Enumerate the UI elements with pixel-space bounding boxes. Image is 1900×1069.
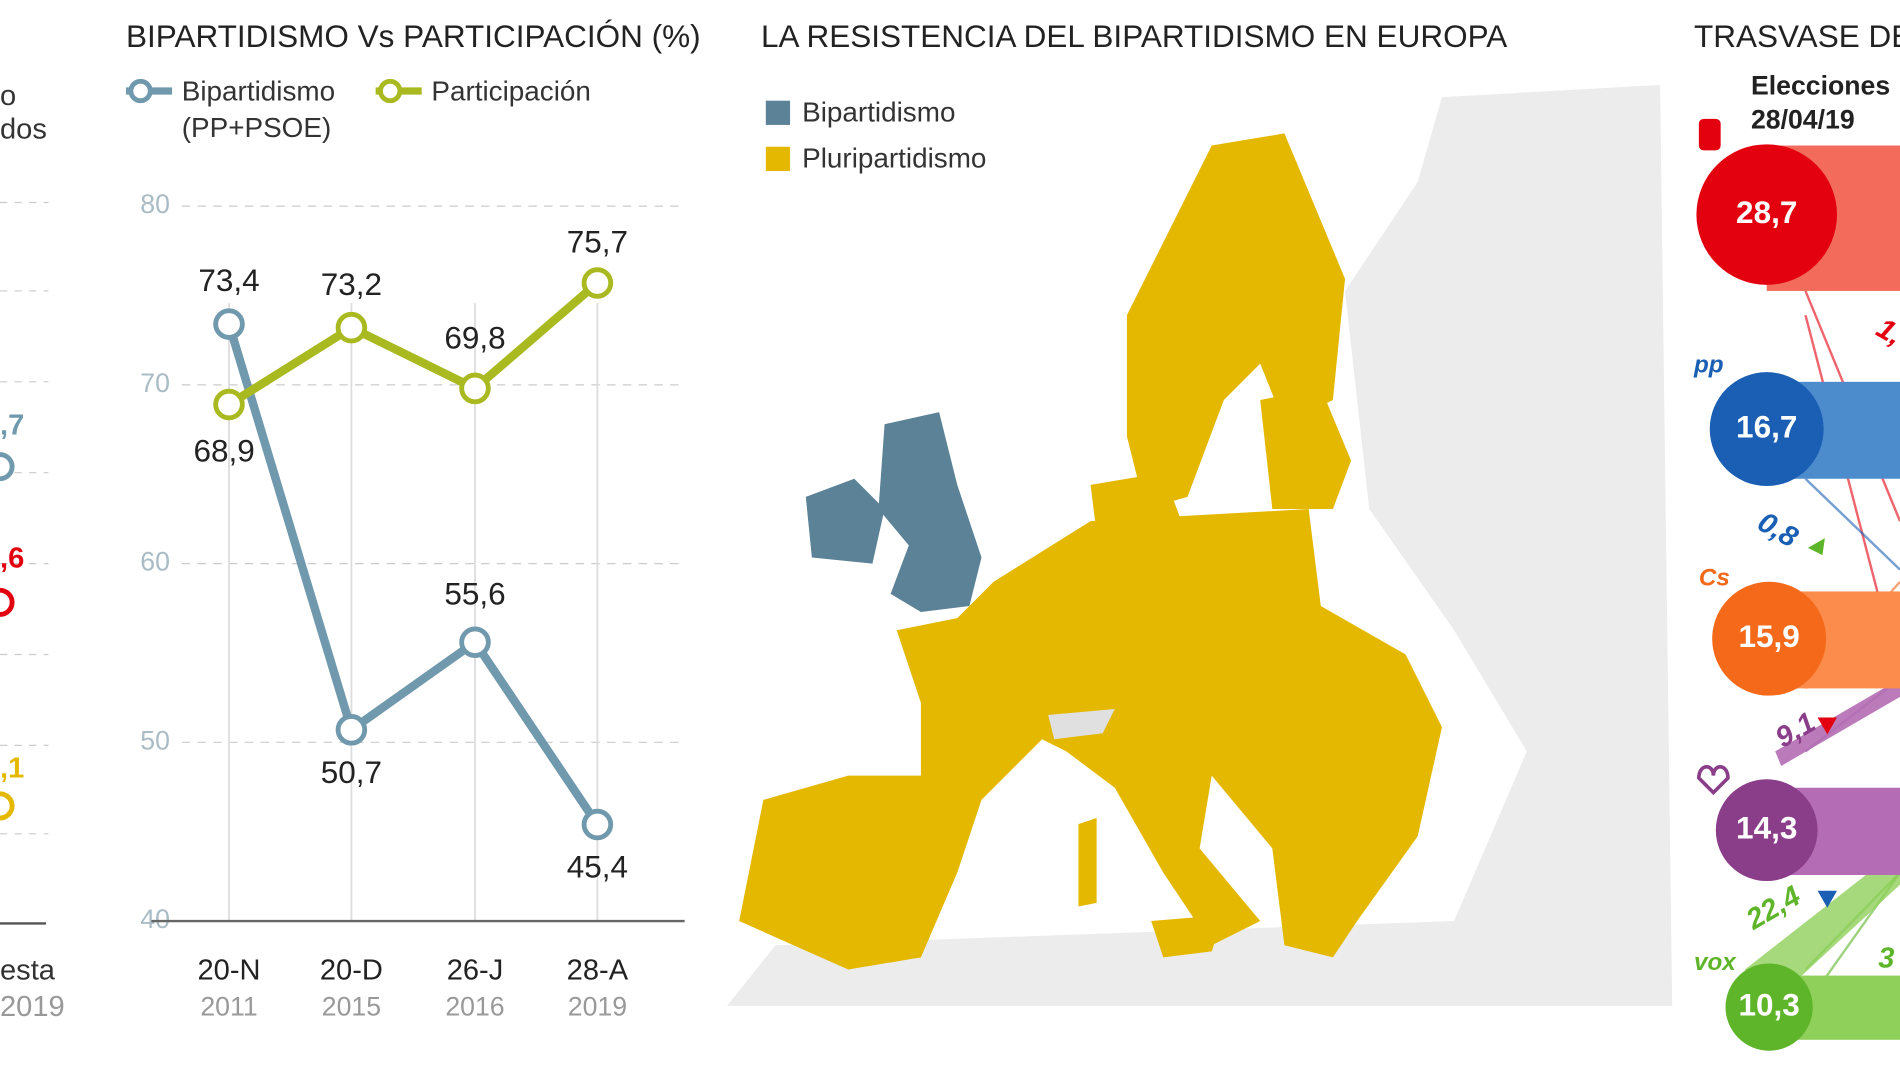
x-tick-year: 2011	[200, 991, 257, 1021]
party-value: 10,3	[1738, 986, 1799, 1022]
fragment-label: dos	[0, 114, 47, 146]
point	[581, 267, 614, 299]
point	[335, 714, 368, 746]
legend-swatch	[765, 100, 791, 125]
value-label: 45,4	[567, 849, 628, 885]
fragment-label: ,7	[0, 409, 24, 441]
header-label: 28/04/19	[1751, 104, 1855, 134]
flow-label: 22,4	[1740, 880, 1806, 937]
fragment-label: esta	[0, 955, 56, 987]
flow-label: 9,1	[1770, 706, 1821, 754]
party-circle	[1712, 581, 1827, 696]
legend-swatch	[765, 146, 791, 171]
flow-label: 1,	[1871, 312, 1900, 352]
y-tick-label: 60	[140, 547, 170, 577]
y-tick-label: 50	[140, 725, 170, 755]
legend-label: Participación	[431, 75, 591, 107]
x-tick-label: 26-J	[447, 955, 504, 987]
map-title: LA RESISTENCIA DEL BIPARTIDISMO EN EUROP…	[761, 18, 1507, 54]
value-label: 73,2	[321, 266, 382, 302]
party-logo-text: pp	[1693, 351, 1724, 378]
party-value: 15,9	[1738, 618, 1799, 654]
x-tick-year: 2015	[322, 991, 381, 1021]
flow-arrow	[1817, 717, 1837, 735]
flow-arrow	[1807, 538, 1825, 556]
point	[459, 372, 491, 405]
panel-title: TRASVASE DE V	[1694, 18, 1900, 54]
party-circle	[1715, 779, 1818, 882]
fragment-label: o	[0, 80, 16, 112]
map-shapes	[727, 84, 1673, 1006]
marker-fragment	[0, 587, 15, 617]
point	[581, 808, 614, 841]
point	[459, 626, 491, 658]
flow-arrow	[1817, 890, 1837, 908]
legend-box: Participación	[431, 75, 591, 107]
flow-line	[1804, 477, 1900, 571]
party-circle	[1725, 963, 1813, 1051]
series-line	[224, 322, 601, 827]
series-line	[226, 279, 601, 409]
value-label: 69,8	[444, 319, 505, 355]
point	[335, 311, 368, 344]
chart-title: BIPARTIDISMO Vs PARTICIPACIÓN (%)	[126, 18, 701, 54]
x-tick-label: 28-A	[567, 955, 629, 987]
point	[213, 308, 245, 340]
y-tick-label: 80	[140, 189, 170, 219]
flow-band	[1775, 678, 1900, 766]
point	[213, 388, 245, 421]
marker-fragment	[0, 452, 15, 482]
party-value: 16,7	[1736, 408, 1797, 444]
legend-marker	[378, 78, 403, 104]
y-tick-label: 40	[140, 904, 170, 934]
party-value: 28,7	[1736, 194, 1797, 230]
legend-box: Bipartidismo (PP+PSOE)	[181, 75, 336, 144]
fragment-label: ,1	[0, 752, 24, 784]
party-logo	[1697, 765, 1730, 796]
party-logo	[1698, 118, 1721, 151]
legend-label: Bipartidismo	[802, 96, 955, 127]
marker-fragment	[0, 791, 15, 821]
x-tick-label: 20-D	[320, 955, 383, 987]
value-label: 50,7	[321, 754, 382, 790]
value-label: 73,4	[198, 262, 259, 298]
x-tick-year: 2019	[568, 991, 627, 1021]
party-logo-text: vox	[1694, 949, 1737, 976]
party-logo-text: Cs	[1699, 565, 1730, 592]
flow-label: 0,8	[1752, 506, 1804, 554]
value-label: 68,9	[194, 432, 255, 468]
fragment-label: 2019	[0, 991, 65, 1023]
legend-label: Pluripartidismo	[802, 142, 986, 173]
value-label: 75,7	[567, 224, 628, 260]
header-label: Elecciones	[1751, 70, 1890, 100]
legend-marker	[128, 78, 153, 104]
party-circle	[1709, 372, 1824, 487]
party-circle	[1696, 144, 1837, 285]
fragment-label: ,6	[0, 543, 24, 575]
flow-label: 3	[1878, 943, 1894, 975]
y-tick-label: 70	[140, 368, 170, 398]
x-tick-label: 20-N	[198, 955, 261, 987]
party-value: 14,3	[1736, 809, 1797, 845]
value-label: 55,6	[444, 576, 505, 612]
legend-label: Bipartidismo (PP+PSOE)	[181, 75, 336, 144]
x-tick-year: 2016	[445, 991, 504, 1021]
